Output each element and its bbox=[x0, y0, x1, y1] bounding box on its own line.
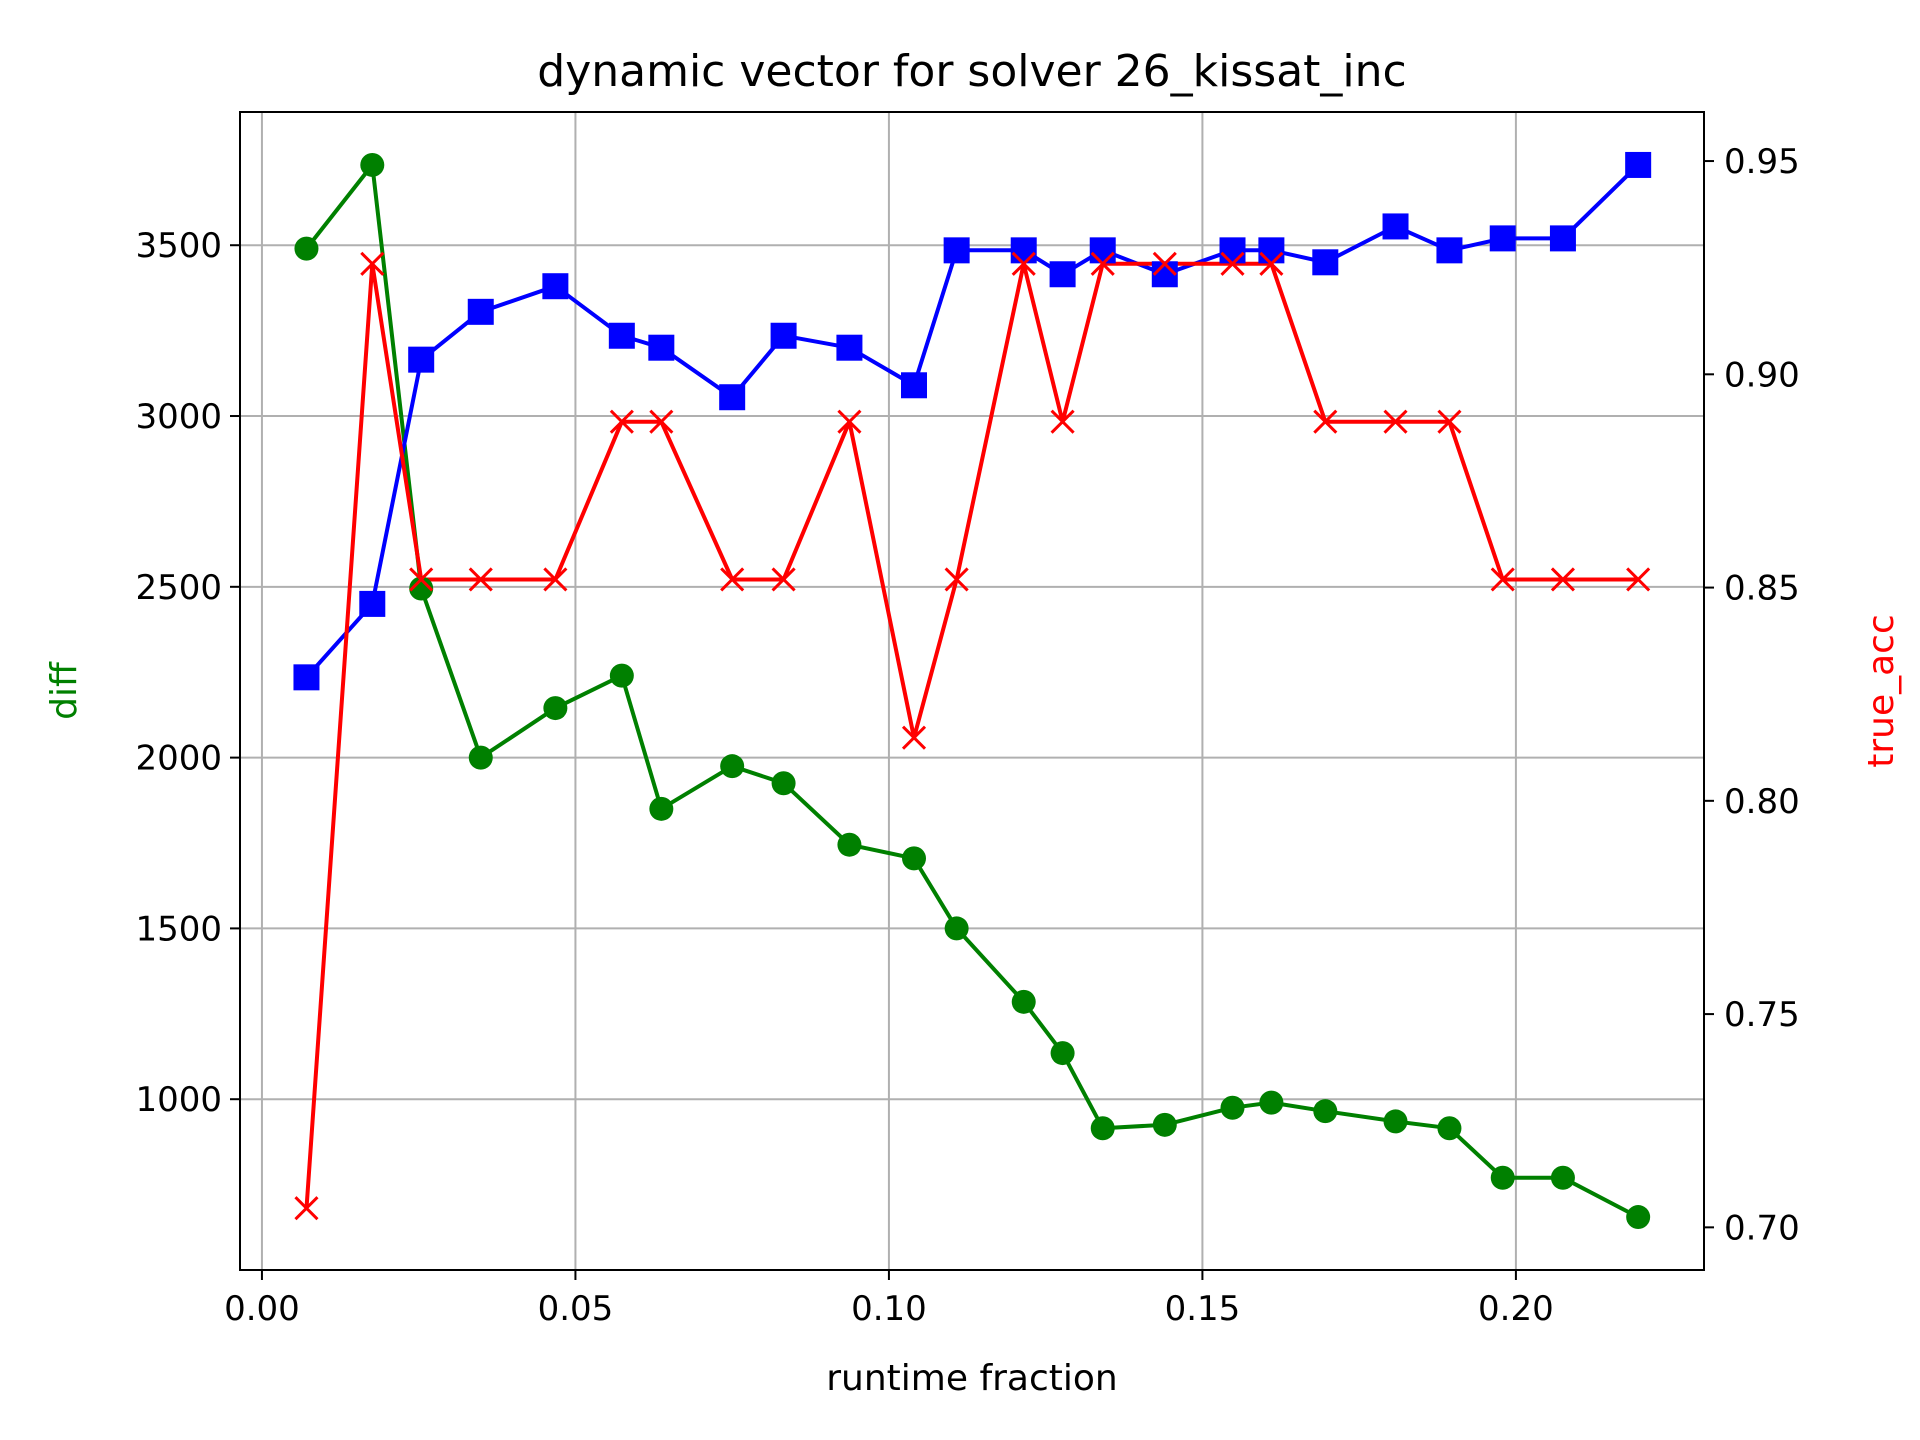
series-0-point bbox=[1152, 1112, 1177, 1137]
series-2-line bbox=[304, 261, 1639, 1209]
series-0-point bbox=[294, 236, 319, 261]
series-0-point bbox=[837, 832, 862, 857]
series-2-point bbox=[543, 567, 568, 592]
series-0-point bbox=[409, 576, 434, 601]
series-0-point bbox=[543, 696, 568, 721]
series-0-point bbox=[649, 796, 674, 821]
x-axis: 0.00 0.05 0.10 0.15 0.20 bbox=[224, 1270, 1554, 1329]
series-2-point bbox=[1313, 409, 1338, 434]
series-1-point bbox=[901, 372, 928, 399]
series-1-point bbox=[1258, 237, 1285, 264]
series-2-point bbox=[360, 251, 385, 276]
y-left-tick-label: 1000 bbox=[135, 1080, 222, 1120]
series-0-point bbox=[1220, 1095, 1245, 1120]
y-left-tick-label: 2000 bbox=[135, 739, 222, 779]
series-1-point bbox=[293, 664, 320, 691]
y-axis-right-label: true_acc bbox=[1861, 614, 1902, 768]
series-0-point bbox=[468, 745, 493, 770]
series-0-point bbox=[1383, 1109, 1408, 1134]
chart-title: dynamic vector for solver 26_kissat_inc bbox=[537, 46, 1406, 97]
series-2-point bbox=[468, 567, 493, 592]
series-0-point bbox=[1259, 1090, 1284, 1115]
series-0-point bbox=[1090, 1116, 1115, 1141]
series-2-point bbox=[944, 567, 969, 592]
series-1-point bbox=[1382, 213, 1409, 240]
y-axis-left: 1000 1500 2000 2500 3000 3500 bbox=[135, 226, 240, 1120]
series-0-point bbox=[609, 663, 634, 688]
y-right-tick-label: 0.75 bbox=[1724, 995, 1800, 1035]
series-2-point bbox=[1011, 251, 1036, 276]
y-right-tick-label: 0.90 bbox=[1724, 355, 1800, 395]
series-1-point bbox=[1219, 237, 1246, 264]
series-1-point bbox=[1549, 225, 1576, 252]
series-0-point bbox=[944, 916, 969, 941]
series-2-point bbox=[1220, 251, 1245, 276]
y-right-tick-label: 0.85 bbox=[1724, 569, 1800, 609]
series-1-point bbox=[648, 334, 675, 361]
series-1-point bbox=[1436, 237, 1463, 264]
series-1-point bbox=[943, 237, 970, 264]
series-0-point bbox=[1313, 1099, 1338, 1124]
y-left-tick-label: 1500 bbox=[135, 909, 222, 949]
series-1-point bbox=[1312, 249, 1339, 276]
series-1-point bbox=[608, 322, 635, 349]
series-1-point bbox=[1489, 225, 1516, 252]
series-0-point bbox=[1490, 1165, 1515, 1190]
series-2-point bbox=[1152, 251, 1177, 276]
series-1-point bbox=[467, 298, 494, 325]
series-2-point bbox=[771, 567, 796, 592]
series-1-point bbox=[770, 322, 797, 349]
series-2-point bbox=[1050, 409, 1075, 434]
series-1-point bbox=[1089, 237, 1116, 264]
series-2-point bbox=[649, 409, 674, 434]
series-2-point bbox=[720, 567, 745, 592]
series-0-point bbox=[360, 152, 385, 177]
x-axis-label: runtime fraction bbox=[826, 1358, 1118, 1399]
x-tick-label: 0.05 bbox=[538, 1289, 614, 1329]
series-2-point bbox=[1437, 409, 1462, 434]
y-right-tick-label: 0.80 bbox=[1724, 782, 1800, 822]
series-0-point bbox=[720, 754, 745, 779]
series-0-point bbox=[1550, 1165, 1575, 1190]
series-2-point bbox=[1090, 251, 1115, 276]
series-0-point bbox=[1050, 1041, 1075, 1066]
series-0-point bbox=[902, 846, 927, 871]
y-axis-left-label: diff bbox=[44, 661, 85, 720]
series-2-point bbox=[609, 409, 634, 434]
y-right-tick-label: 0.70 bbox=[1724, 1208, 1800, 1248]
series-0-point bbox=[1626, 1205, 1651, 1230]
series-1-point bbox=[1049, 261, 1076, 288]
series-2-point bbox=[1626, 567, 1651, 592]
series-1-point bbox=[836, 334, 863, 361]
series-2-point bbox=[1550, 567, 1575, 592]
x-tick-label: 0.15 bbox=[1165, 1289, 1241, 1329]
y-left-tick-label: 3500 bbox=[135, 226, 222, 266]
series-1-point bbox=[719, 384, 746, 411]
series-markers bbox=[293, 151, 1652, 1230]
series-2-point bbox=[901, 725, 927, 750]
series-0-point bbox=[1437, 1116, 1462, 1141]
x-tick-label: 0.20 bbox=[1478, 1289, 1554, 1329]
y-axis-right: 0.70 0.75 0.80 0.85 0.90 0.95 bbox=[1704, 142, 1800, 1248]
x-tick-label: 0.00 bbox=[224, 1289, 300, 1329]
y-left-tick-label: 2500 bbox=[135, 568, 222, 608]
series-0-point bbox=[771, 771, 796, 796]
y-left-tick-label: 3000 bbox=[135, 397, 222, 437]
series-2-point bbox=[294, 1196, 319, 1221]
series-0-point bbox=[1011, 989, 1036, 1014]
series-1-point bbox=[408, 346, 435, 373]
series-2-point bbox=[1383, 409, 1408, 434]
series-1-point bbox=[1010, 237, 1037, 264]
series-2-point bbox=[1490, 567, 1515, 592]
series-1-point bbox=[359, 590, 386, 617]
plot-frame bbox=[239, 111, 1705, 1271]
series-2-point bbox=[1259, 251, 1284, 276]
y-right-tick-label: 0.95 bbox=[1724, 142, 1800, 182]
series-1-point bbox=[1625, 151, 1652, 178]
x-tick-label: 0.10 bbox=[851, 1289, 927, 1329]
series-2-point bbox=[409, 567, 434, 592]
series-1-point bbox=[542, 273, 569, 300]
series-2-point bbox=[837, 409, 862, 434]
